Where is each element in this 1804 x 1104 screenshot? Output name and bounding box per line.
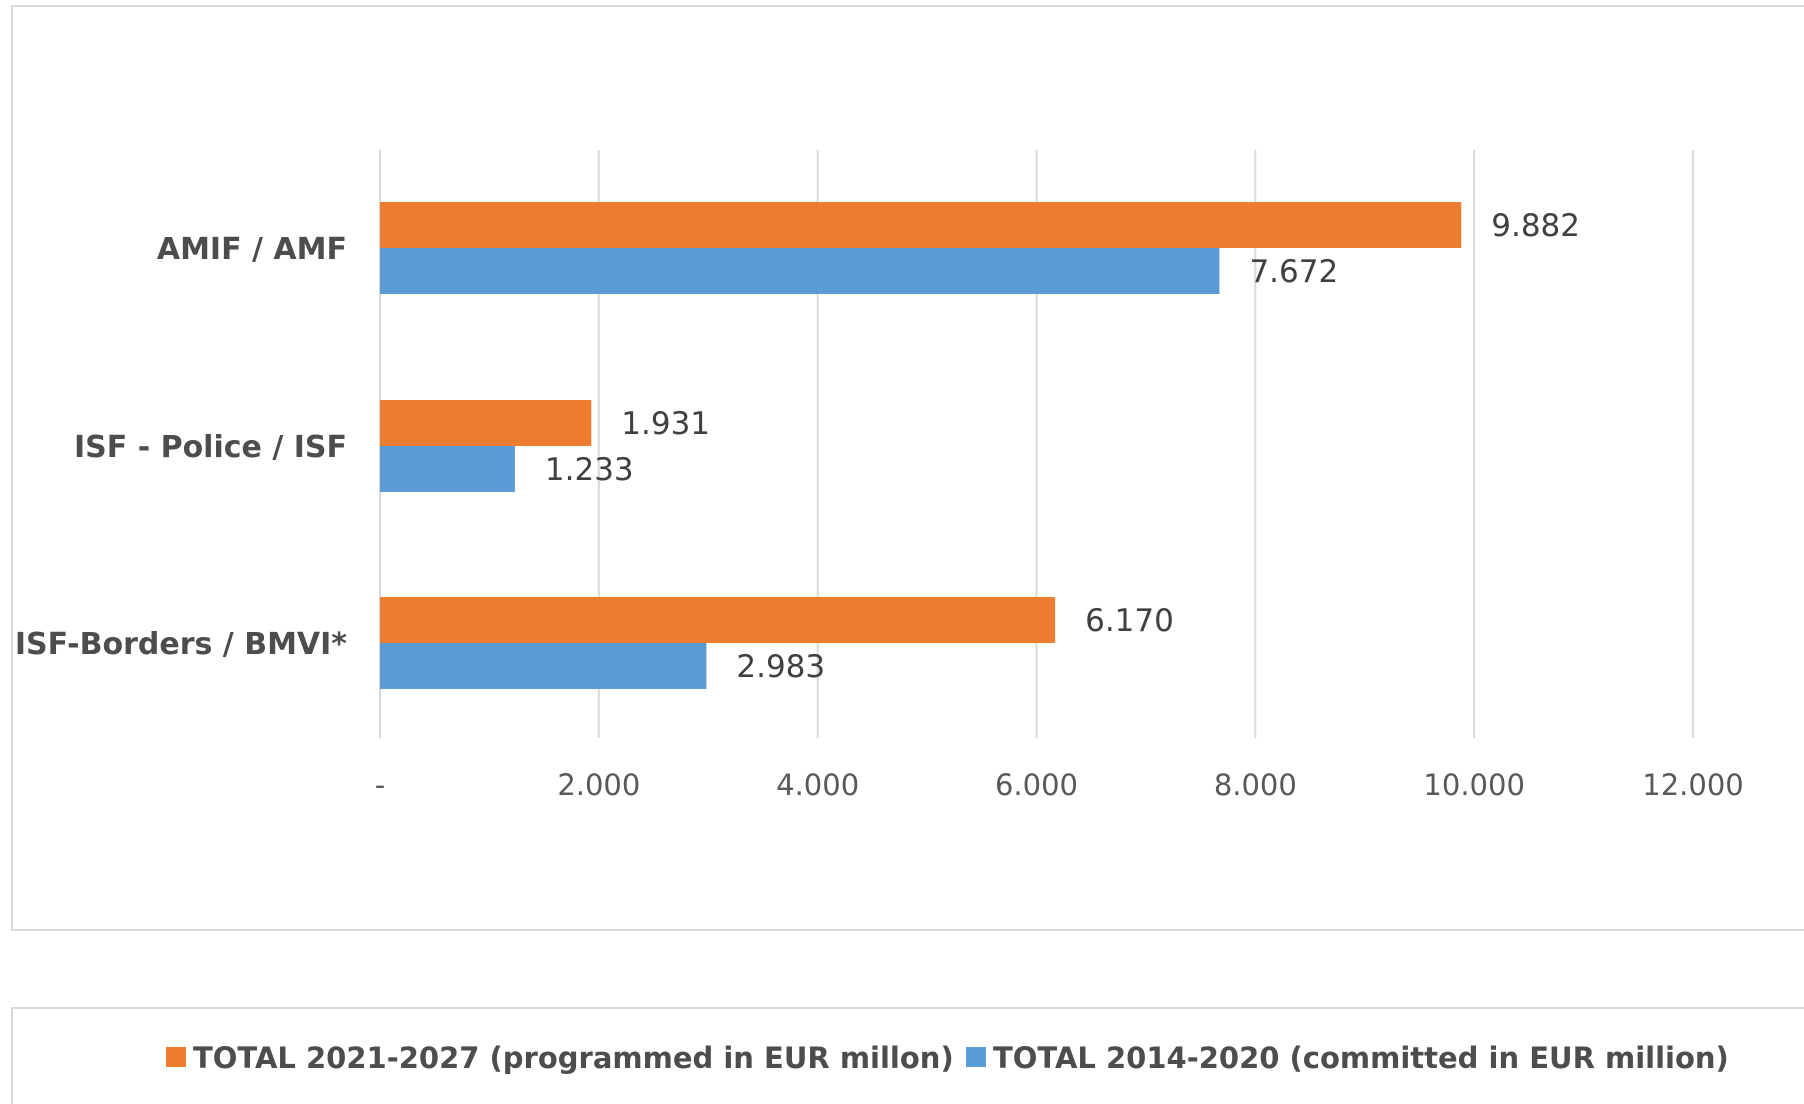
data-label-series0-0: 9.882 — [1491, 208, 1580, 244]
data-labels: 9.882 1.931 6.170 7.672 1.233 2.983 — [545, 208, 1580, 685]
legend-area-border — [11, 1007, 1804, 1104]
data-label-series0-1: 1.931 — [621, 406, 710, 442]
legend-swatch-1 — [966, 1047, 986, 1067]
bar-series1-2 — [380, 643, 707, 689]
bar-series1-0 — [380, 248, 1220, 294]
bar-series0-2 — [380, 597, 1056, 643]
x-tick-label-0: - — [375, 768, 385, 802]
legend: TOTAL 2021-2027 (programmed in EUR millo… — [166, 1041, 1729, 1075]
data-label-series1-0: 7.672 — [1249, 254, 1338, 290]
legend-label-1: TOTAL 2014-2020 (committed in EUR millio… — [993, 1041, 1729, 1075]
data-label-series1-2: 2.983 — [736, 649, 825, 685]
x-tick-label-1: 2.000 — [557, 768, 640, 802]
legend-label-0: TOTAL 2021-2027 (programmed in EUR millo… — [193, 1041, 954, 1075]
legend-swatch-0 — [166, 1047, 186, 1067]
x-tick-label-5: 10.000 — [1423, 768, 1524, 802]
category-label-0: AMIF / AMF — [157, 232, 347, 267]
data-label-series1-1: 1.233 — [545, 452, 634, 488]
x-tick-label-3: 6.000 — [995, 768, 1078, 802]
bar-series0-0 — [380, 202, 1462, 248]
x-tick-label-6: 12.000 — [1642, 768, 1743, 802]
x-tick-label-4: 8.000 — [1214, 768, 1297, 802]
bars — [380, 202, 1462, 689]
category-label-2: ISF-Borders / BMVI* — [15, 627, 347, 662]
category-labels: AMIF / AMF ISF - Police / ISF ISF-Borders … — [15, 232, 347, 662]
data-label-series0-2: 6.170 — [1085, 603, 1174, 639]
category-label-1: ISF - Police / ISF — [74, 430, 347, 465]
x-tick-label-2: 4.000 — [776, 768, 859, 802]
bar-series0-1 — [380, 400, 592, 446]
x-tick-labels: - 2.000 4.000 6.000 8.000 10.000 12.000 — [375, 768, 1744, 802]
chart-area-border — [11, 5, 1804, 931]
bar-series1-1 — [380, 446, 515, 492]
